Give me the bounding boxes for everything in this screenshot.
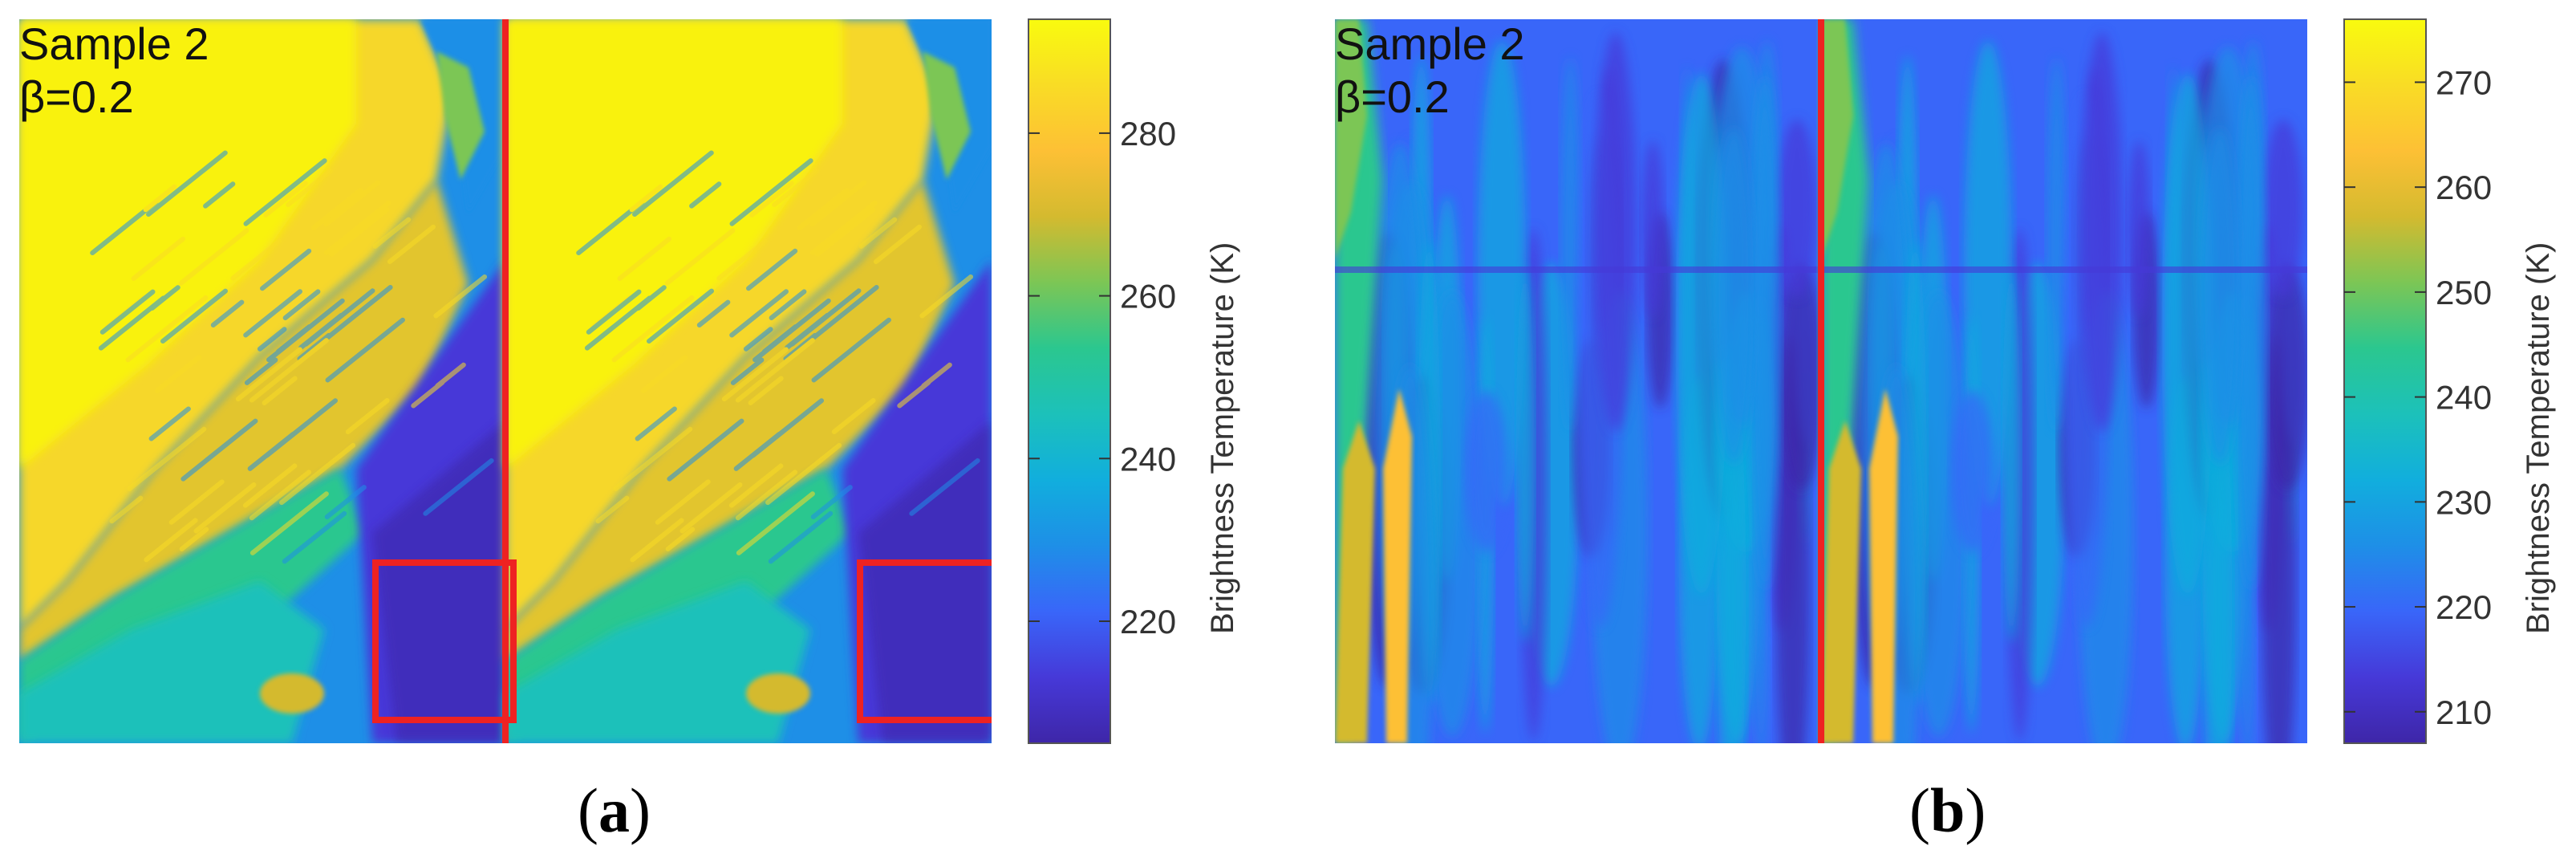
panel-label-b: (b)	[1909, 775, 1986, 845]
colorbar-tick-label: 270	[2436, 63, 2492, 101]
heatmap-a-svg	[19, 19, 992, 743]
colorbar-tick-label: 250	[2436, 274, 2492, 311]
colorbar-tick-label: 220	[2436, 588, 2492, 626]
sample-label-b: Sample 2	[1335, 18, 1525, 69]
region-box-left-half	[372, 559, 517, 723]
colorbar-b-label: Brightness Temperature (K)	[2521, 242, 2556, 634]
colorbar-a-svg: 220 240 260 280	[1028, 18, 1176, 744]
colorbar-a: 220 240 260 280	[1028, 18, 1176, 744]
colorbar-tick-label: 210	[2436, 693, 2492, 731]
colorbar-a-label: Brightness Temperature (K)	[1205, 242, 1240, 634]
beta-label-a: β=0.2	[19, 71, 134, 122]
colorbar-tick-label: 220	[1120, 603, 1176, 640]
colorbar-b-svg: 210 220 230 240 250 260 270	[2343, 18, 2492, 744]
panel-label-a: (a)	[578, 775, 651, 845]
heatmap-b	[1335, 19, 2307, 743]
colorbar-gradient	[1028, 18, 1111, 744]
colorbar-tick-label: 230	[2436, 483, 2492, 521]
panel-label-b-letter: b	[1929, 775, 1965, 845]
sample-annotation-b: Sample 2 β=0.2	[1335, 18, 1525, 124]
colorbar-tick-label: 240	[2436, 379, 2492, 417]
heatmap-b-left-half	[1335, 19, 1832, 743]
heatmap-b-svg	[1335, 19, 2307, 743]
colorbar-tick-label: 240	[1120, 440, 1176, 478]
panel-label-a-letter: a	[598, 775, 630, 845]
heatmap-a	[19, 19, 992, 743]
sample-label-a: Sample 2	[19, 18, 209, 69]
colorbar-gradient	[2343, 18, 2427, 744]
heatmap-a-left-half	[19, 19, 505, 743]
colorbar-tick-label: 260	[1120, 278, 1176, 315]
sample-annotation-a: Sample 2 β=0.2	[19, 18, 209, 124]
colorbar-b: 210 220 230 240 250 260 270	[2343, 18, 2492, 744]
region-box-right-half	[857, 559, 992, 723]
colorbar-tick-label: 260	[2436, 169, 2492, 206]
colorbar-tick-label: 280	[1120, 115, 1176, 152]
beta-label-b: β=0.2	[1335, 71, 1450, 122]
